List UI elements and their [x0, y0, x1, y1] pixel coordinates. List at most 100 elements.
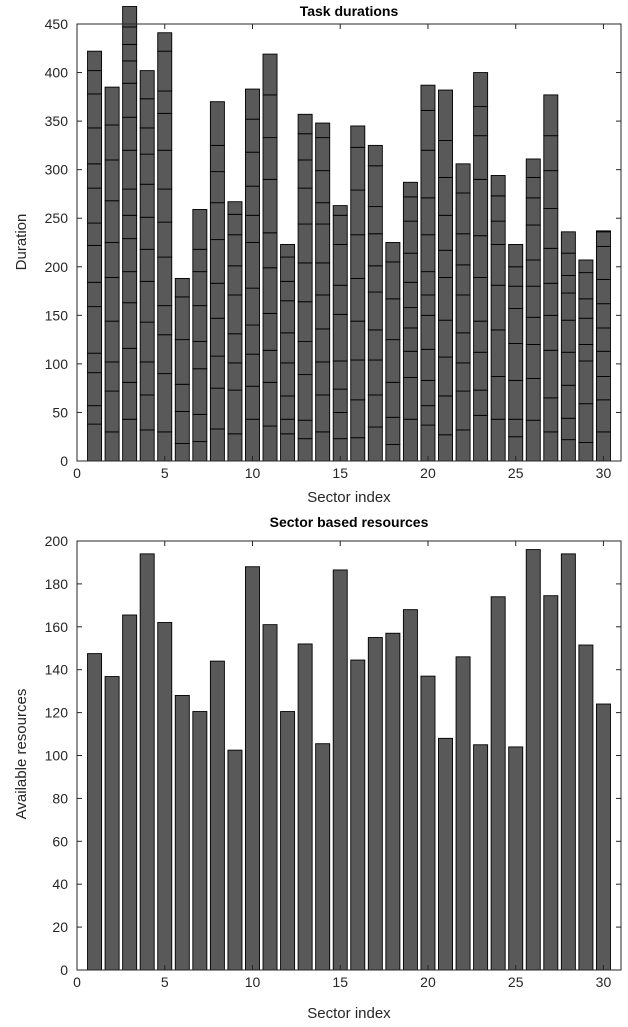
bar-sector-11: [262, 624, 278, 971]
bar-segment-sector-12-6: [280, 300, 296, 334]
bar-segment-sector-22-3: [455, 362, 471, 392]
bar-segment-sector-26-10: [525, 158, 541, 178]
bar-segment-sector-7-3: [192, 368, 208, 415]
bar-segment-sector-21-2: [438, 395, 453, 436]
bar-segment-sector-4-5: [139, 280, 155, 323]
bar-sector-7: [192, 711, 208, 971]
bar-segment-sector-11-1: [262, 425, 278, 462]
bar-segment-sector-14-8: [315, 202, 331, 225]
bar-segment-sector-18-7: [385, 242, 401, 263]
bar-segment-sector-30-9: [595, 231, 611, 247]
bar-segment-sector-1-6: [87, 281, 103, 308]
y-tick-label-resources-120: 120: [45, 705, 69, 721]
bar-segment-sector-5-11: [157, 50, 173, 92]
bar-segment-sector-19-8: [402, 220, 418, 254]
y-tick-label-resources-100: 100: [45, 748, 69, 764]
bar-segment-sector-12-3: [280, 395, 296, 420]
bar-segment-sector-20-12: [420, 84, 436, 111]
bar-segment-sector-29-4: [578, 344, 594, 362]
bar-segment-sector-10-8: [245, 185, 260, 216]
bar-segment-sector-12-5: [280, 332, 296, 364]
bar-segment-sector-10-3: [245, 353, 260, 387]
x-axis-title-task-durations: Sector index: [307, 489, 391, 506]
bar-segment-sector-12-7: [280, 280, 296, 302]
bar-segment-sector-20-6: [420, 294, 436, 316]
bar-segment-sector-23-4: [473, 320, 489, 353]
bar-sector-8: [209, 660, 225, 971]
bar-segment-sector-20-3: [420, 379, 436, 407]
bar-segment-sector-11-9: [262, 94, 278, 139]
bar-segment-sector-26-5: [525, 285, 541, 318]
bar-segment-sector-27-3: [543, 349, 559, 399]
bar-segment-sector-26-9: [525, 176, 541, 199]
bar-segment-sector-25-4: [508, 343, 524, 381]
bar-segment-sector-26-4: [525, 316, 541, 345]
x-tick-label-resources-5: 5: [161, 974, 169, 990]
bar-segment-sector-1-10: [87, 163, 103, 189]
bar-segment-sector-1-3: [87, 372, 103, 407]
bar-segment-sector-7-1: [192, 441, 208, 462]
bar-segment-sector-5-2: [157, 373, 173, 433]
bar-segment-sector-13-5: [297, 301, 313, 343]
y-tick-label-durations-350: 350: [45, 113, 69, 129]
bar-segment-sector-26-1: [525, 419, 541, 462]
bar-segment-sector-21-9: [438, 140, 453, 178]
bar-segment-sector-10-7: [245, 214, 260, 243]
bar-segment-sector-3-13: [122, 43, 138, 62]
y-tick-label-durations-400: 400: [45, 65, 69, 81]
bar-segment-sector-10-10: [245, 118, 260, 153]
bar-segment-sector-27-5: [543, 282, 559, 316]
bar-segment-sector-27-9: [543, 135, 559, 172]
bar-segment-sector-8-10: [209, 101, 225, 146]
bar-segment-sector-3-14: [122, 26, 138, 45]
bar-segment-sector-16-8: [350, 146, 366, 191]
bar-segment-sector-30-8: [595, 245, 611, 280]
bar-segment-sector-16-7: [350, 189, 366, 236]
bar-sector-10: [245, 566, 260, 971]
bar-segment-sector-7-8: [192, 209, 208, 250]
bar-segment-sector-20-9: [420, 197, 436, 236]
bar-segment-sector-28-8: [560, 252, 576, 276]
bar-segment-sector-6-5: [174, 296, 190, 341]
bar-segment-sector-20-4: [420, 348, 436, 381]
bar-segment-sector-22-1: [455, 429, 471, 462]
bar-sector-26: [525, 549, 541, 971]
y-tick-label-resources-60: 60: [52, 833, 68, 849]
bar-segment-sector-11-4: [262, 312, 278, 351]
x-tick-label-resources-25: 25: [508, 974, 524, 990]
x-tick-label-resources-20: 20: [420, 974, 436, 990]
bar-segment-sector-25-2: [508, 418, 524, 438]
bar-segment-sector-2-8: [104, 159, 120, 202]
bar-segment-sector-10-6: [245, 242, 260, 289]
bar-segment-sector-20-2: [420, 405, 436, 426]
bar-segment-sector-4-3: [139, 361, 155, 396]
bar-sector-27: [543, 595, 559, 971]
bar-segment-sector-8-9: [209, 144, 225, 173]
bar-segment-sector-3-7: [122, 214, 138, 240]
bar-segment-sector-16-6: [350, 234, 366, 279]
bar-segment-sector-8-3: [209, 355, 225, 389]
bar-segment-sector-6-3: [174, 383, 190, 412]
bar-segment-sector-17-5: [367, 291, 383, 331]
bar-segment-sector-19-4: [402, 327, 418, 352]
bar-segment-sector-21-6: [438, 249, 453, 278]
bar-segment-sector-30-7: [595, 278, 611, 305]
bar-segment-sector-2-2: [104, 390, 120, 433]
bar-segment-sector-29-5: [578, 317, 594, 345]
bar-segment-sector-3-12: [122, 60, 138, 84]
y-tick-label-resources-20: 20: [52, 919, 68, 935]
bar-segment-sector-1-8: [87, 222, 103, 246]
bar-segment-sector-15-7: [332, 243, 348, 286]
bar-segment-sector-23-6: [473, 235, 489, 278]
bar-segment-sector-28-9: [560, 231, 576, 254]
bar-segment-sector-9-7: [227, 234, 243, 267]
bar-segment-sector-25-8: [508, 243, 524, 268]
bar-segment-sector-30-5: [595, 327, 611, 352]
x-tick-label-durations-20: 20: [420, 465, 436, 481]
bar-segment-sector-10-5: [245, 287, 260, 326]
y-tick-label-durations-150: 150: [45, 307, 69, 323]
bar-segment-sector-14-1: [315, 431, 331, 462]
bar-sector-25: [508, 746, 524, 971]
bar-sector-21: [438, 737, 453, 971]
